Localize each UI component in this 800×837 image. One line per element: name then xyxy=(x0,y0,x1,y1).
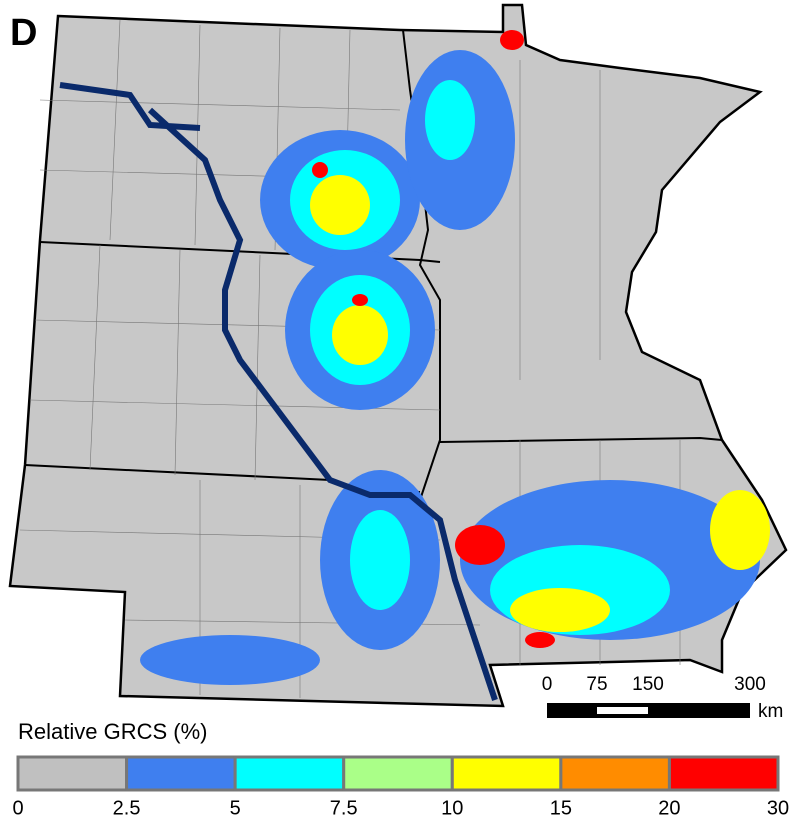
map xyxy=(8,3,788,708)
legend-tick-label: 5 xyxy=(230,797,241,819)
scale-label: 0 xyxy=(542,674,553,695)
legend-tick-label: 20 xyxy=(658,797,680,819)
legend-swatch xyxy=(233,755,346,792)
legend: 0 2.5 5 7.5 10 15 20 30 xyxy=(12,755,789,819)
scale-bar-black xyxy=(547,703,750,718)
scale-bar: 0 75 150 300 km xyxy=(542,674,784,722)
legend-tick-label: 0 xyxy=(12,797,23,819)
scale-label: 75 xyxy=(586,674,607,695)
legend-swatch xyxy=(450,755,563,792)
legend-title: Relative GRCS (%) xyxy=(18,719,207,744)
river xyxy=(59,82,498,701)
legend-swatch xyxy=(16,755,129,792)
legend-swatch xyxy=(667,755,780,792)
legend-tick-label: 7.5 xyxy=(330,797,358,819)
grcs-blobs xyxy=(140,30,770,685)
panel-label: D xyxy=(10,12,37,54)
legend-tick-label: 10 xyxy=(441,797,463,819)
legend-swatch xyxy=(559,755,671,792)
scale-label: 300 xyxy=(734,674,766,695)
legend-tick-label: 2.5 xyxy=(113,797,141,819)
legend-tick-label: 15 xyxy=(550,797,572,819)
legend-swatch xyxy=(342,755,454,792)
scale-label: 150 xyxy=(632,674,664,695)
scale-unit: km xyxy=(758,701,783,722)
scale-bar-white xyxy=(597,707,648,714)
legend-tick-label: 30 xyxy=(767,797,789,819)
legend-swatch xyxy=(125,755,237,792)
